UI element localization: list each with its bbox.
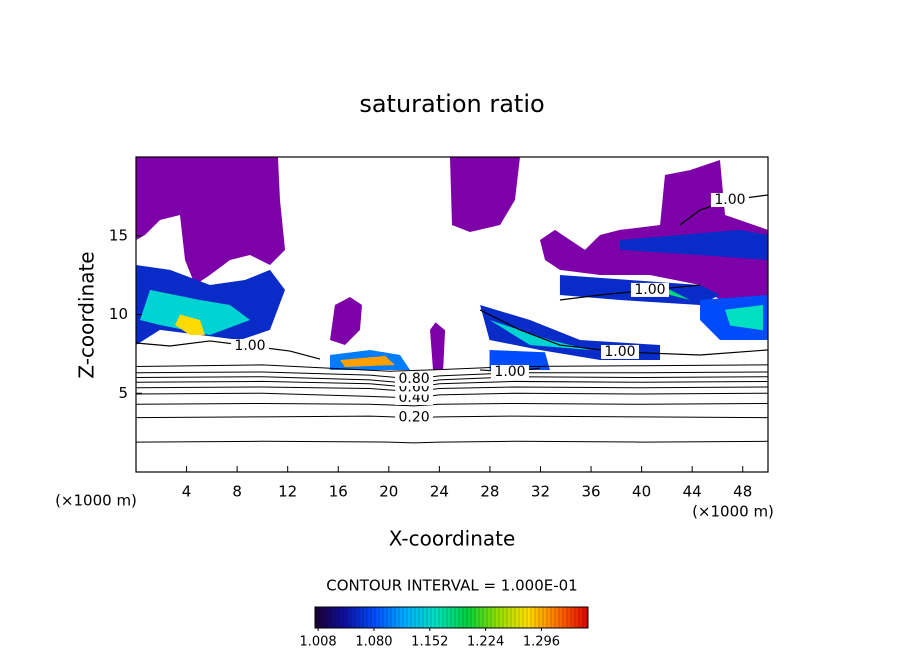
filled-region	[140, 289, 251, 335]
filled-region	[489, 349, 550, 370]
filled-region	[175, 314, 206, 335]
contour-label-bg	[600, 344, 639, 359]
contour-line	[136, 340, 321, 360]
contour-label: 1.00	[604, 344, 635, 360]
colorbar	[314, 606, 589, 629]
x-tick-label: 40	[632, 483, 651, 501]
x-axis-label: X-coordinate	[389, 527, 516, 551]
x-tick-label: 24	[430, 483, 449, 501]
colorbar-tick-label: 1.224	[467, 635, 504, 650]
colorbar-tick-label: 1.080	[355, 635, 392, 650]
y-tick-label: 5	[118, 384, 128, 402]
filled-region	[725, 305, 763, 331]
contour-line	[479, 309, 768, 356]
contour-label: 1.00	[634, 282, 665, 298]
colorbar-tick-label: 1.152	[411, 635, 448, 650]
x-tick-label: 28	[480, 483, 499, 501]
contour-label-bg	[395, 410, 434, 425]
contour-label: 0.80	[398, 371, 429, 387]
contour-label: 1.00	[714, 192, 745, 208]
filled-region	[136, 157, 286, 286]
x-tick-label: 12	[278, 483, 297, 501]
x-tick-label: 8	[232, 483, 242, 501]
colorbar-tick-label: 1.296	[523, 635, 560, 650]
contour-label-bg	[491, 364, 530, 379]
y-axis-label: Z-coordinate	[75, 251, 99, 378]
filled-region	[430, 322, 446, 370]
x-tick-label: 4	[182, 483, 192, 501]
plot-area: 0.200.400.600.801.00 1.001.001.001.00	[136, 157, 768, 444]
contour-label-bg	[231, 339, 270, 353]
x-unit-left: (×1000 m)	[55, 492, 137, 510]
filled-region	[340, 355, 395, 367]
y-tick-label: 15	[109, 226, 128, 244]
x-tick-label: 32	[531, 483, 550, 501]
contour-label: 0.20	[398, 410, 429, 426]
contour-line	[136, 364, 768, 372]
contour-line	[136, 402, 768, 407]
x-tick-label: 16	[329, 483, 348, 501]
x-tick-label: 36	[581, 483, 600, 501]
contour-line	[136, 440, 768, 444]
contour-label: 1.00	[494, 364, 525, 380]
contour-label-bg	[630, 282, 669, 297]
contour-interval: CONTOUR INTERVAL = 1.000E-01	[326, 577, 577, 595]
contour-label-bg	[395, 372, 434, 387]
contour-label-bg	[710, 192, 749, 207]
filled-region	[539, 157, 768, 301]
contour-line	[559, 284, 701, 301]
filled-region	[449, 157, 521, 232]
filled-region	[489, 320, 591, 350]
chart-title: saturation ratio	[359, 90, 544, 118]
x-tick-label: 20	[379, 483, 398, 501]
x-tick-label: 48	[733, 483, 752, 501]
filled-region	[330, 297, 363, 346]
y-tick-label: 10	[109, 305, 128, 323]
x-tick-label: 44	[683, 483, 702, 501]
colorbar-tick-label: 1.008	[299, 635, 336, 650]
filled-region	[619, 229, 768, 261]
x-unit-right: (×1000 m)	[692, 503, 774, 521]
contour-label: 1.00	[234, 338, 265, 354]
